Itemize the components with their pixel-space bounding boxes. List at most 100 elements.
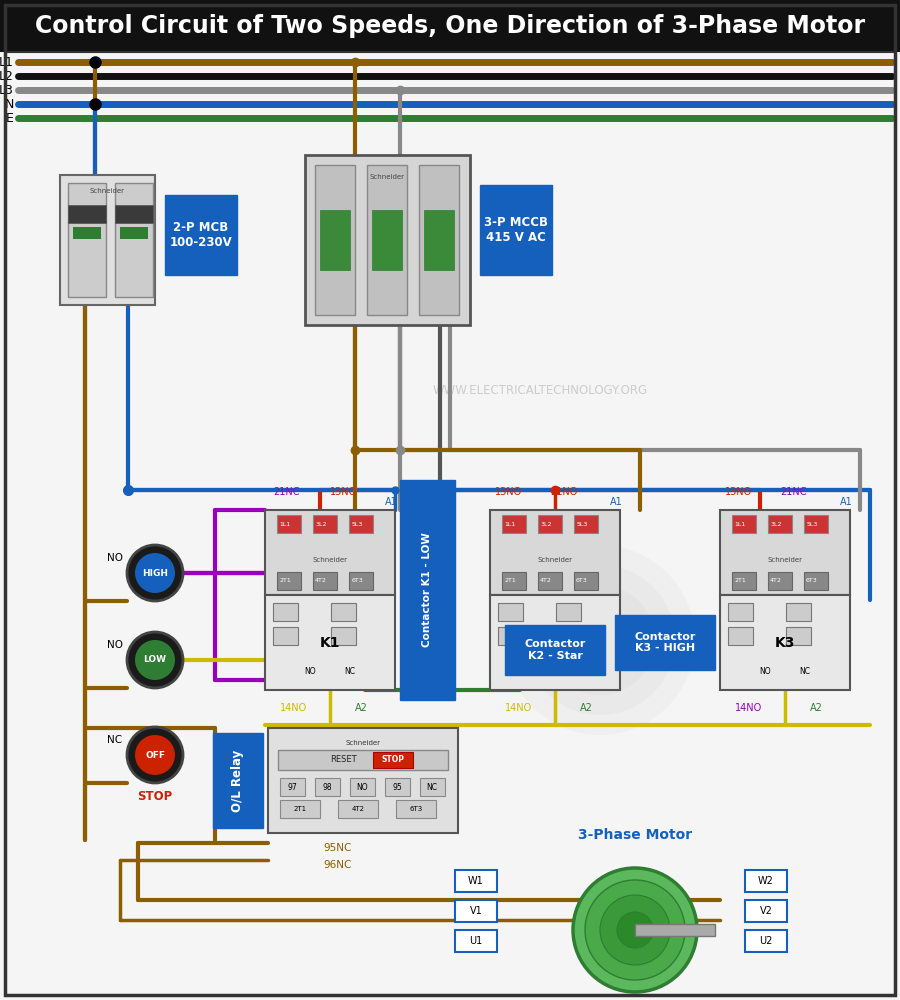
- Bar: [331, 627, 356, 645]
- Bar: [419, 165, 459, 315]
- Circle shape: [135, 735, 175, 775]
- Text: 2-P MCB
100-230V: 2-P MCB 100-230V: [169, 221, 232, 249]
- Circle shape: [545, 585, 655, 695]
- Text: 3L2: 3L2: [770, 522, 782, 526]
- Text: 13NO: 13NO: [495, 487, 522, 497]
- Bar: [768, 515, 792, 533]
- Text: Schneider: Schneider: [312, 557, 347, 563]
- Text: 21NC: 21NC: [780, 487, 806, 497]
- Text: Contactor
K3 - HIGH: Contactor K3 - HIGH: [634, 632, 696, 653]
- Text: Schneider: Schneider: [90, 188, 125, 194]
- Circle shape: [127, 727, 183, 783]
- Text: 5L3: 5L3: [806, 522, 818, 526]
- Text: U2: U2: [760, 936, 773, 946]
- Bar: [745, 900, 787, 922]
- Text: 6T3: 6T3: [410, 806, 423, 812]
- Bar: [349, 515, 373, 533]
- Text: Control Circuit of Two Speeds, One Direction of 3-Phase Motor: Control Circuit of Two Speeds, One Direc…: [35, 14, 865, 38]
- Text: NO: NO: [760, 668, 770, 676]
- Bar: [498, 603, 523, 621]
- Bar: [315, 165, 355, 315]
- Text: L2: L2: [0, 70, 14, 83]
- Bar: [400, 480, 455, 700]
- Text: 5L3: 5L3: [351, 522, 363, 526]
- Bar: [786, 627, 811, 645]
- Text: 4T2: 4T2: [540, 578, 552, 584]
- Bar: [455, 930, 497, 952]
- Text: 3L2: 3L2: [315, 522, 327, 526]
- Text: NC: NC: [427, 782, 437, 792]
- Bar: [490, 510, 620, 595]
- Text: W1: W1: [468, 876, 484, 886]
- Bar: [720, 595, 850, 690]
- Bar: [320, 210, 350, 270]
- Circle shape: [585, 880, 685, 980]
- Bar: [728, 603, 753, 621]
- Text: NC: NC: [107, 735, 122, 745]
- Text: 14NO: 14NO: [280, 703, 307, 713]
- Bar: [480, 185, 552, 275]
- Bar: [213, 733, 263, 828]
- Bar: [505, 625, 605, 675]
- Text: 14NO: 14NO: [735, 703, 762, 713]
- Text: NC: NC: [570, 668, 580, 676]
- Text: 97: 97: [287, 782, 297, 792]
- Text: A1: A1: [385, 497, 398, 507]
- Text: NC: NC: [799, 668, 811, 676]
- Text: 5L3: 5L3: [576, 522, 588, 526]
- Bar: [635, 924, 715, 936]
- Text: N: N: [4, 98, 14, 110]
- Text: O/L Relay: O/L Relay: [231, 749, 245, 812]
- Text: W2: W2: [758, 876, 774, 886]
- Text: NO: NO: [356, 782, 368, 792]
- Bar: [277, 572, 301, 590]
- Text: NC: NC: [345, 668, 356, 676]
- Bar: [315, 778, 340, 796]
- Bar: [367, 165, 407, 315]
- Bar: [68, 205, 106, 223]
- Bar: [615, 615, 715, 670]
- Text: 95: 95: [392, 782, 402, 792]
- Text: NO: NO: [304, 668, 316, 676]
- Circle shape: [135, 640, 175, 680]
- Bar: [373, 752, 413, 768]
- Bar: [556, 627, 581, 645]
- Bar: [268, 728, 458, 833]
- Circle shape: [505, 545, 695, 735]
- Text: HIGH: HIGH: [142, 568, 168, 578]
- Bar: [538, 572, 562, 590]
- Bar: [115, 183, 153, 297]
- Bar: [265, 510, 395, 595]
- Text: V1: V1: [470, 906, 482, 916]
- Bar: [349, 572, 373, 590]
- Text: 13NO: 13NO: [330, 487, 357, 497]
- Text: Schneider: Schneider: [768, 557, 803, 563]
- Bar: [372, 210, 402, 270]
- Bar: [165, 195, 237, 275]
- Bar: [502, 515, 526, 533]
- Bar: [728, 627, 753, 645]
- Text: A2: A2: [810, 703, 823, 713]
- Bar: [68, 183, 106, 297]
- Bar: [455, 870, 497, 892]
- Bar: [786, 603, 811, 621]
- Bar: [115, 205, 153, 223]
- Text: Schneider: Schneider: [346, 740, 381, 746]
- Bar: [338, 800, 378, 818]
- Bar: [120, 227, 148, 239]
- Text: RESET: RESET: [329, 756, 356, 764]
- Text: Contactor
K2 - Star: Contactor K2 - Star: [525, 639, 586, 661]
- Text: 2T1: 2T1: [734, 578, 746, 584]
- Bar: [574, 572, 598, 590]
- Circle shape: [573, 868, 697, 992]
- Text: A1: A1: [840, 497, 853, 507]
- Text: 1L1: 1L1: [279, 522, 291, 526]
- Text: V2: V2: [760, 906, 772, 916]
- Bar: [745, 930, 787, 952]
- Bar: [305, 155, 470, 325]
- Bar: [313, 572, 337, 590]
- Bar: [538, 515, 562, 533]
- Text: 2T1: 2T1: [293, 806, 307, 812]
- Text: A2: A2: [355, 703, 368, 713]
- Text: 6T3: 6T3: [351, 578, 363, 584]
